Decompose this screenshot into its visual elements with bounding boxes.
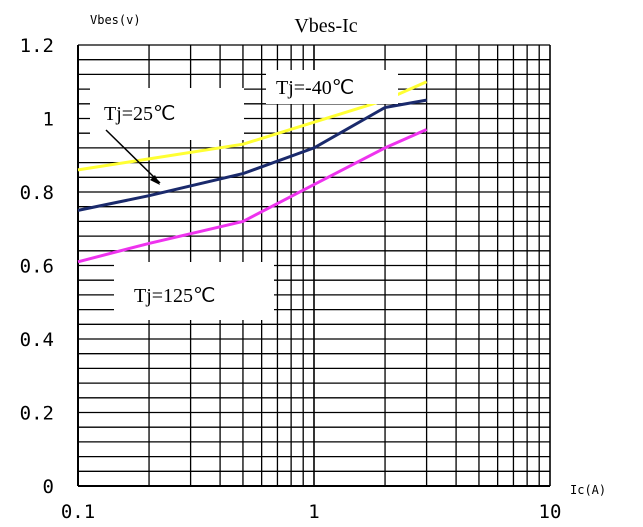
series-line bbox=[77, 98, 427, 212]
y-tick-label: 0.2 bbox=[20, 403, 54, 425]
annotation-arrow-line bbox=[105, 129, 161, 184]
y-tick-label: 0 bbox=[43, 476, 54, 498]
x-tick-label: 0.1 bbox=[61, 501, 95, 523]
y-tick-label: 1 bbox=[43, 109, 54, 131]
annotation-tj-25: Tj=25℃ bbox=[104, 103, 176, 125]
annotation-tj-minus40: Tj=-40℃ bbox=[276, 77, 354, 99]
title-box bbox=[262, 8, 390, 42]
x-tick-label: 1 bbox=[308, 501, 319, 523]
annotation-box-125 bbox=[114, 262, 274, 320]
y-tick-label: 0.8 bbox=[20, 182, 54, 204]
series-line bbox=[77, 128, 428, 264]
tick-labels: 0 0.2 0.4 0.6 0.8 1 1.2 0.1 1 10 bbox=[20, 35, 562, 523]
y-tick-label: 0.4 bbox=[20, 329, 54, 351]
y-axis-label: Vbes(v) bbox=[90, 13, 141, 27]
annotation-arrow-head bbox=[150, 175, 160, 185]
chart-title: Vbes-Ic bbox=[294, 15, 357, 37]
grid bbox=[77, 44, 551, 487]
y-tick-label: 0.6 bbox=[20, 256, 54, 278]
annotation-tj-125: Tj=125℃ bbox=[134, 285, 216, 307]
x-tick-label: 10 bbox=[539, 501, 562, 523]
x-axis-label: Ic(A) bbox=[570, 483, 606, 497]
annotation-box-minus40 bbox=[266, 70, 398, 104]
y-tick-label: 1.2 bbox=[20, 35, 54, 57]
annotation-box-25 bbox=[90, 88, 244, 140]
